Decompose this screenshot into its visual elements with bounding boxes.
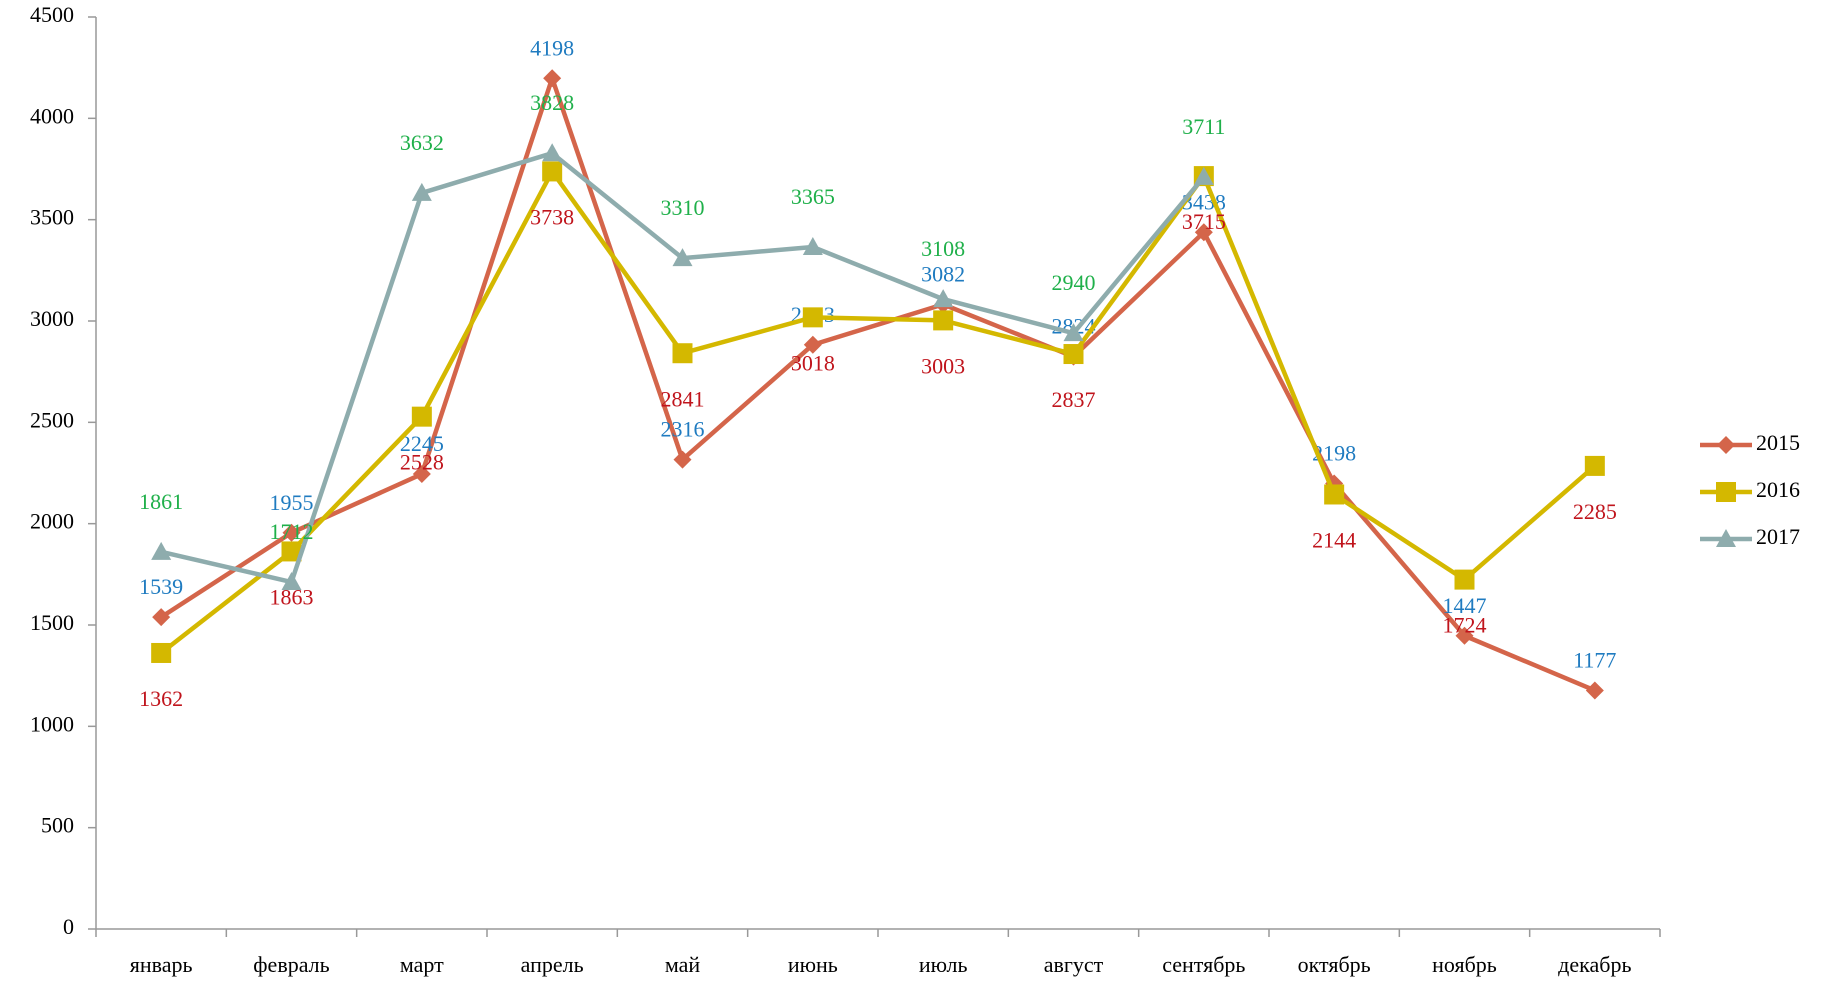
data-label: 2841	[661, 386, 705, 411]
x-tick-label: май	[665, 952, 701, 977]
marker	[151, 642, 172, 663]
data-label: 1724	[1443, 613, 1487, 638]
data-label: 1539	[139, 574, 183, 599]
y-tick-label: 2000	[30, 509, 74, 534]
marker	[802, 307, 823, 328]
marker	[411, 406, 432, 427]
marker	[933, 289, 954, 308]
marker	[281, 541, 302, 562]
data-label: 2316	[661, 417, 705, 442]
marker	[1324, 484, 1345, 505]
data-label: 2940	[1052, 270, 1096, 295]
data-label: 4198	[530, 35, 574, 60]
data-label: 2285	[1573, 499, 1617, 524]
marker	[673, 450, 692, 469]
marker	[1194, 223, 1213, 242]
x-tick-label: июль	[919, 952, 968, 977]
x-tick-label: апрель	[521, 952, 584, 977]
x-tick-label: январь	[130, 952, 193, 977]
marker	[803, 335, 822, 354]
x-tick-label: август	[1044, 952, 1104, 977]
marker	[1193, 166, 1214, 185]
marker	[802, 237, 823, 256]
data-label: 1447	[1443, 593, 1487, 618]
marker	[672, 248, 693, 267]
data-label: 2837	[1052, 387, 1096, 412]
legend-label: 2015	[1756, 430, 1800, 455]
marker	[672, 343, 693, 364]
data-label: 3003	[921, 353, 965, 378]
data-label: 3108	[921, 236, 965, 261]
series-line	[159, 169, 1597, 655]
data-label: 3711	[1182, 114, 1225, 139]
marker	[281, 572, 302, 591]
x-tick-label: ноябрь	[1432, 952, 1497, 977]
marker	[1454, 569, 1475, 590]
y-tick-label: 4000	[30, 103, 74, 128]
data-label: 1177	[1573, 648, 1616, 673]
marker	[411, 182, 432, 201]
x-tick-label: сентябрь	[1162, 952, 1245, 977]
marker	[412, 465, 431, 484]
data-label: 1362	[139, 686, 183, 711]
marker	[1717, 436, 1735, 454]
y-tick-label: 3000	[30, 306, 74, 331]
data-label: 3715	[1182, 209, 1226, 234]
marker	[151, 541, 172, 560]
legend-label: 2017	[1756, 524, 1800, 549]
y-tick-label: 500	[41, 813, 74, 838]
data-label: 3310	[661, 195, 705, 220]
data-label: 1955	[270, 490, 314, 515]
y-tick-label: 2500	[30, 407, 74, 432]
marker	[1063, 323, 1084, 342]
data-label: 2528	[400, 450, 444, 475]
data-label: 3365	[791, 184, 835, 209]
marker	[1455, 626, 1474, 645]
marker	[933, 310, 954, 331]
x-tick-label: июнь	[788, 952, 838, 977]
y-tick-label: 1500	[30, 610, 74, 635]
marker	[282, 523, 301, 542]
y-tick-label: 1000	[30, 711, 74, 736]
marker	[1063, 344, 1084, 365]
x-tick-label: октябрь	[1298, 952, 1371, 977]
data-label: 1712	[270, 519, 314, 544]
y-tick-label: 0	[63, 914, 74, 939]
x-tick-label: декабрь	[1558, 952, 1631, 977]
series-line	[159, 75, 1596, 693]
marker	[1716, 482, 1736, 502]
data-label: 3738	[530, 204, 574, 229]
legend-label: 2016	[1756, 477, 1800, 502]
data-label: 2144	[1312, 528, 1356, 553]
x-tick-label: март	[400, 952, 444, 977]
marker	[543, 69, 562, 88]
y-tick-label: 4500	[30, 2, 74, 27]
data-label: 3082	[921, 261, 965, 286]
data-label: 3018	[791, 350, 835, 375]
marker	[1716, 529, 1736, 547]
data-label: 1861	[139, 489, 183, 514]
marker	[1584, 455, 1605, 476]
y-tick-label: 3500	[30, 205, 74, 230]
data-label: 3632	[400, 130, 444, 155]
x-tick-label: февраль	[253, 952, 329, 977]
marker	[1585, 681, 1604, 700]
marker	[152, 608, 171, 627]
data-label: 2245	[400, 431, 444, 456]
data-label: 3828	[530, 90, 574, 115]
marker	[542, 161, 563, 182]
marker	[542, 143, 563, 162]
